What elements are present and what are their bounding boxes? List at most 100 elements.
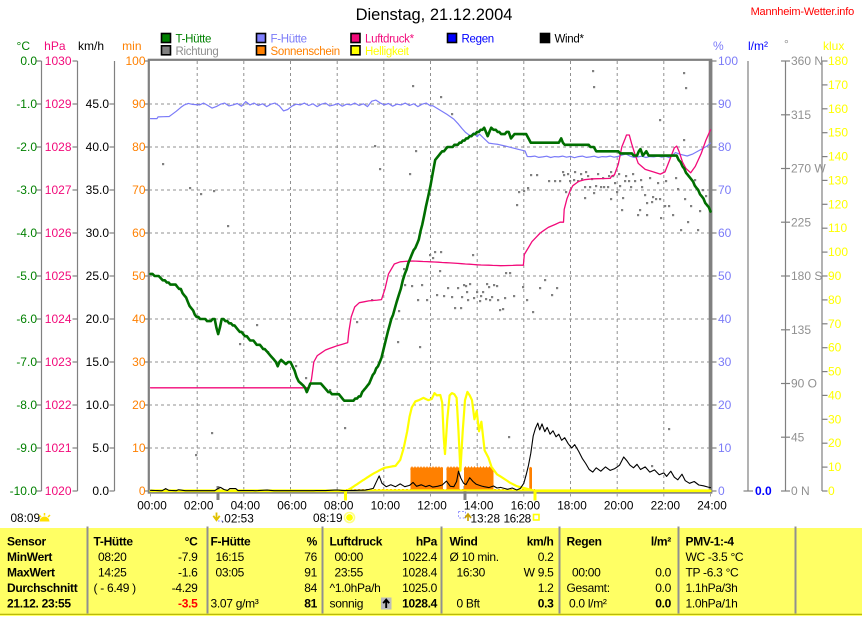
svg-text:170: 170	[828, 78, 848, 92]
svg-text:Dienstag, 21.12.2004: Dienstag, 21.12.2004	[356, 6, 513, 24]
svg-text:0.0: 0.0	[92, 484, 109, 498]
svg-text:Sensor: Sensor	[7, 535, 47, 549]
svg-text:180 S: 180 S	[791, 269, 822, 283]
svg-text:Luftdruck*: Luftdruck*	[365, 34, 415, 46]
svg-text:24:00: 24:00	[697, 499, 727, 513]
svg-text:T-Hütte: T-Hütte	[176, 34, 212, 46]
svg-text:130: 130	[828, 173, 848, 187]
svg-text:40: 40	[828, 388, 842, 402]
svg-text:-4.29: -4.29	[172, 581, 198, 595]
svg-text:00:00: 00:00	[137, 499, 167, 513]
svg-text:MinWert: MinWert	[7, 550, 52, 564]
svg-text:10: 10	[132, 441, 146, 455]
svg-text:80: 80	[828, 293, 842, 307]
svg-text:50: 50	[828, 365, 842, 379]
svg-text:0.0: 0.0	[655, 581, 671, 595]
svg-text:02:00: 02:00	[184, 499, 214, 513]
svg-text:1023: 1023	[45, 355, 72, 369]
svg-text:1022: 1022	[45, 398, 72, 412]
svg-text:Luftdruck: Luftdruck	[330, 535, 383, 549]
svg-text:04:00: 04:00	[231, 499, 261, 513]
svg-text:40.0: 40.0	[86, 140, 110, 154]
svg-text:%: %	[307, 535, 318, 549]
svg-text:10: 10	[828, 460, 842, 474]
svg-text:1025: 1025	[45, 269, 72, 283]
svg-text:-2.0: -2.0	[16, 140, 37, 154]
svg-text:Mannheim-Wetter.info: Mannheim-Wetter.info	[751, 6, 854, 18]
svg-text:1026: 1026	[45, 226, 72, 240]
svg-text:100: 100	[125, 54, 145, 68]
svg-text:-8.0: -8.0	[16, 398, 37, 412]
svg-text:00:00: 00:00	[335, 550, 364, 564]
svg-text:°: °	[784, 37, 789, 51]
svg-text:160: 160	[828, 102, 848, 116]
svg-text:-3.5: -3.5	[178, 597, 198, 611]
svg-text:°C: °C	[185, 535, 198, 549]
svg-text:90: 90	[132, 97, 146, 111]
svg-text:T-Hütte: T-Hütte	[94, 535, 134, 549]
svg-text:84: 84	[304, 581, 317, 595]
svg-text:20:00: 20:00	[604, 499, 634, 513]
svg-text:100: 100	[828, 245, 848, 259]
svg-text:08:00: 08:00	[324, 499, 354, 513]
svg-text:0.0 l/m²: 0.0 l/m²	[569, 597, 607, 611]
svg-text:16:30: 16:30	[457, 565, 486, 579]
svg-text:25.0: 25.0	[86, 269, 110, 283]
svg-text:1028: 1028	[45, 140, 72, 154]
svg-text:Regen: Regen	[567, 535, 602, 549]
svg-text:0 N: 0 N	[791, 484, 810, 498]
svg-text:hPa: hPa	[44, 39, 66, 53]
svg-text:110: 110	[828, 221, 847, 235]
svg-text:08:19: 08:19	[313, 511, 343, 525]
svg-text:14:00: 14:00	[464, 499, 494, 513]
svg-text:1027: 1027	[45, 183, 72, 197]
svg-text:hPa: hPa	[416, 535, 438, 549]
svg-text:45.0: 45.0	[86, 97, 110, 111]
svg-text:100: 100	[718, 54, 738, 68]
svg-text:35.0: 35.0	[86, 183, 110, 197]
svg-text:( - 6.49 ): ( - 6.49 )	[94, 581, 137, 595]
svg-text:°C: °C	[17, 39, 31, 53]
svg-text:60: 60	[132, 226, 146, 240]
svg-text:5.0: 5.0	[92, 441, 109, 455]
svg-text:^1.0hPa/h: ^1.0hPa/h	[330, 581, 381, 595]
svg-text:0: 0	[718, 484, 725, 498]
svg-text:TP -6.3 °C: TP -6.3 °C	[686, 565, 740, 579]
svg-text:-9.0: -9.0	[16, 441, 37, 455]
svg-text:1028.4: 1028.4	[402, 597, 438, 611]
svg-text:180: 180	[828, 54, 848, 68]
svg-text:1.1hPa/3h: 1.1hPa/3h	[686, 581, 738, 595]
svg-text:%: %	[713, 39, 724, 53]
svg-text:0.0: 0.0	[755, 484, 772, 498]
svg-text:70: 70	[132, 183, 146, 197]
svg-text:15.0: 15.0	[86, 355, 110, 369]
svg-text:20.0: 20.0	[86, 312, 110, 326]
svg-text:91: 91	[304, 565, 317, 579]
svg-text:F-Hütte: F-Hütte	[211, 535, 252, 549]
svg-text:.02:53: .02:53	[221, 512, 254, 526]
svg-text:0: 0	[828, 484, 835, 498]
svg-text:Sonnenschein: Sonnenschein	[271, 46, 340, 58]
svg-text:16:15: 16:15	[216, 550, 245, 564]
svg-text:20: 20	[718, 398, 732, 412]
svg-text:60: 60	[828, 341, 842, 355]
svg-text:klux: klux	[823, 39, 844, 53]
svg-text:1024: 1024	[45, 312, 72, 326]
svg-text:F-Hütte: F-Hütte	[271, 34, 307, 46]
svg-text:-7.0: -7.0	[16, 355, 37, 369]
svg-text:0.0: 0.0	[20, 54, 37, 68]
svg-text:0.0: 0.0	[655, 597, 671, 611]
svg-text:76: 76	[304, 550, 317, 564]
svg-text:225: 225	[791, 215, 811, 229]
svg-text:30: 30	[132, 355, 146, 369]
svg-text:21.12. 23:55: 21.12. 23:55	[7, 597, 71, 611]
svg-text:10.0: 10.0	[86, 398, 110, 412]
svg-text:-1.6: -1.6	[178, 565, 198, 579]
svg-text:81: 81	[304, 597, 317, 611]
svg-text:23:55: 23:55	[335, 565, 364, 579]
svg-text:Wind*: Wind*	[555, 34, 585, 46]
svg-text:13:28: 13:28	[471, 512, 501, 526]
svg-text:70: 70	[718, 183, 732, 197]
svg-text:0.3: 0.3	[538, 597, 554, 611]
svg-text:150: 150	[828, 126, 848, 140]
